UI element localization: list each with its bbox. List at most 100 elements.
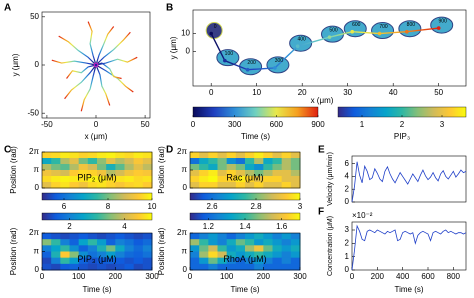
heatmap-cell — [272, 257, 283, 265]
heatmap-cell — [245, 170, 255, 177]
heatmap-cell — [51, 263, 61, 271]
y-tick-label: 10 — [181, 29, 190, 38]
y-axis-label: Position (rad) — [157, 146, 166, 194]
heatmap-cell — [133, 182, 144, 189]
heatmap-cell — [69, 152, 80, 159]
heatmap-cell — [60, 182, 70, 189]
heatmap-cell — [245, 245, 255, 252]
heatmap-cell — [254, 182, 264, 189]
heatmap-cell — [115, 152, 125, 159]
heatmap-cell — [78, 245, 89, 252]
heatmap-cell — [190, 251, 200, 259]
heatmap-cell — [217, 239, 228, 246]
heatmap-cell — [87, 239, 98, 246]
heatmap-cell — [208, 257, 218, 265]
heatmap-cell — [97, 158, 107, 165]
heatmap-cell — [290, 257, 301, 265]
heatmap-cell — [97, 251, 107, 259]
heatmap-cell — [263, 233, 273, 240]
y-tick-label: 0 — [35, 265, 40, 274]
heatmap-cell — [69, 158, 80, 165]
heatmap-cell — [217, 164, 228, 171]
x-tick-label: 200 — [257, 272, 271, 281]
heatmap-cell — [133, 152, 144, 159]
heatmap-cell — [78, 233, 89, 240]
heatmap-cell — [142, 164, 153, 171]
track-point — [377, 31, 382, 36]
track-point — [350, 29, 355, 34]
heatmap-cell — [254, 257, 264, 265]
x-tick-label: 200 — [371, 272, 385, 281]
track-point — [223, 58, 227, 63]
heatmap-cell — [290, 251, 301, 259]
y-tick-label: 1 — [345, 252, 350, 261]
heatmap-cell — [78, 170, 89, 177]
heatmap-cell — [254, 263, 264, 271]
heatmap-cell — [208, 176, 218, 183]
heatmap-cell — [217, 263, 228, 271]
heatmap-cell — [290, 176, 301, 183]
heatmap-cell — [124, 182, 135, 189]
heatmap-cell — [115, 182, 125, 189]
heatmap-cell — [226, 263, 237, 271]
heatmap-cell — [281, 263, 292, 271]
heatmap-cell — [263, 263, 273, 271]
heatmap-cell — [263, 152, 273, 159]
y-tick-label: 6 — [345, 159, 350, 168]
heatmap-cell — [106, 245, 116, 252]
heatmap-cell — [133, 257, 144, 265]
heatmap-cell — [87, 170, 98, 177]
heatmap-cell — [51, 158, 61, 165]
panel-letter: E — [318, 145, 325, 156]
heatmap-cell — [254, 176, 264, 183]
x-tick-label: 50 — [434, 88, 443, 97]
heatmap-cell — [51, 257, 61, 265]
heatmap-cell — [60, 263, 70, 271]
colorbar-tick-label: 1.4 — [239, 222, 251, 231]
track-point — [245, 67, 250, 72]
y-tick-label: π — [181, 165, 187, 174]
heatmap-cell — [226, 164, 237, 171]
heatmap-cell — [190, 239, 200, 246]
time-label: 500 — [329, 27, 338, 33]
heatmap-cell — [190, 257, 200, 265]
colorbar-tick-label: 600 — [270, 120, 284, 129]
heatmap-cell — [106, 251, 116, 259]
y-axis-label: Position (rad) — [9, 227, 18, 275]
heatmap-cell — [42, 182, 52, 189]
heatmap-cell — [290, 239, 301, 246]
heatmap-cell — [142, 182, 153, 189]
heatmap-label: RhoA (μM) — [223, 254, 266, 264]
heatmap-cell — [133, 233, 144, 240]
heatmap-cell — [124, 257, 135, 265]
heatmap-cell — [235, 152, 246, 159]
heatmap-cell — [87, 251, 98, 259]
heatmap-cell — [97, 263, 107, 271]
heatmap-cell — [199, 152, 209, 159]
heatmap-cell — [106, 158, 116, 165]
x-tick-label: 400 — [396, 272, 410, 281]
heatmap-cell — [190, 176, 200, 183]
colorbar-tick-label: 3 — [440, 120, 445, 129]
heatmap-cell — [124, 164, 135, 171]
heatmap-cell — [281, 239, 292, 246]
y-tick-label: 2 — [345, 184, 350, 193]
heatmap-cell — [87, 263, 98, 271]
heatmap-cell — [199, 158, 209, 165]
heatmap-cell — [245, 263, 255, 271]
heatmap-cell — [51, 152, 61, 159]
heatmap-cell — [199, 176, 209, 183]
heatmap-cell — [142, 233, 153, 240]
track-point — [209, 31, 213, 36]
heatmap-cell — [281, 233, 292, 240]
y-tick-label: 2π — [29, 228, 39, 237]
heatmap-cell — [199, 257, 209, 265]
heatmap-cell — [97, 239, 107, 246]
heatmap-cell — [106, 263, 116, 271]
heatmap-cell — [263, 251, 273, 259]
line — [351, 224, 467, 271]
heatmap-label: Rac (μM) — [226, 172, 263, 182]
heatmap-cell — [199, 239, 209, 246]
heatmap-cell — [60, 239, 70, 246]
